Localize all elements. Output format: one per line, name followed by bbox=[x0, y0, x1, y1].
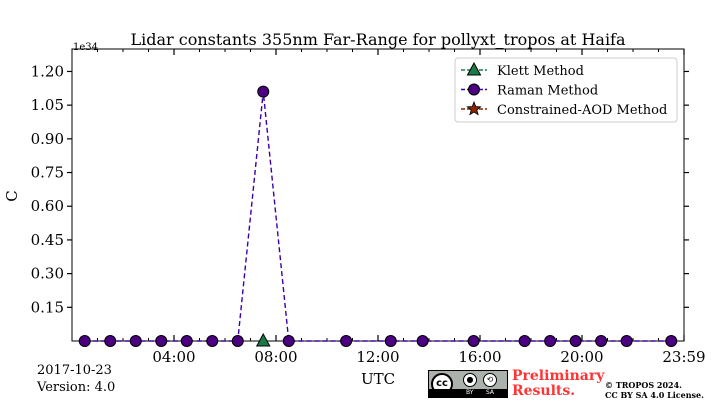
y-tick-label: 0.90 bbox=[31, 130, 64, 148]
raman-data-point bbox=[665, 335, 678, 347]
legend-triangle-marker bbox=[466, 61, 482, 76]
raman-data-point bbox=[416, 335, 429, 347]
raman-data-point bbox=[282, 335, 295, 347]
legend-label: Constrained-AOD Method bbox=[497, 103, 667, 118]
x-tick-label: 20:00 bbox=[560, 348, 603, 366]
cc-badge-bottom-bar bbox=[429, 389, 507, 397]
raman-data-point bbox=[257, 85, 270, 98]
raman-data-point bbox=[231, 335, 244, 347]
cc-by-label: BY bbox=[466, 389, 474, 396]
raman-data-point bbox=[104, 335, 117, 347]
y-axis-label: C bbox=[3, 190, 21, 201]
raman-data-point bbox=[180, 335, 193, 347]
copyright-line-2: CC BY SA 4.0 License. bbox=[605, 390, 704, 400]
raman-data-point bbox=[78, 335, 91, 347]
preliminary-line-2: Results. bbox=[512, 383, 576, 399]
y-tick-label: 1.05 bbox=[31, 96, 64, 114]
y-tick-label: 0.15 bbox=[31, 298, 64, 316]
legend-label: Klett Method bbox=[497, 64, 584, 79]
cc-sa-label: SA bbox=[486, 389, 495, 396]
copyright-line-1: © TROPOS 2024. bbox=[605, 380, 682, 390]
data-series bbox=[78, 85, 678, 347]
legend-star-marker bbox=[466, 100, 482, 116]
raman-data-point bbox=[595, 335, 608, 347]
raman-data-point bbox=[384, 335, 397, 347]
y-tick-label: 0.75 bbox=[31, 164, 64, 182]
x-tick-label: 16:00 bbox=[458, 348, 501, 366]
x-tick-label: 23:59 bbox=[662, 348, 705, 366]
x-tick-label: 12:00 bbox=[356, 348, 399, 366]
footer-version: Version: 4.0 bbox=[37, 380, 116, 395]
preliminary-results-notice: Preliminary Results. bbox=[512, 369, 604, 399]
y-tick-label: 0.30 bbox=[31, 265, 64, 283]
preliminary-line-1: Preliminary bbox=[512, 368, 605, 384]
raman-data-point bbox=[206, 335, 219, 347]
legend-label: Raman Method bbox=[497, 84, 598, 99]
raman-data-point bbox=[544, 335, 557, 347]
raman-data-point bbox=[467, 335, 480, 347]
raman-data-point bbox=[340, 335, 353, 347]
axis-ticks: 04:00 08:00 12:00 16:00 20:00 23:59 0.15 0.30 0.… bbox=[31, 49, 706, 366]
cc-share-alike-icon: ⟲ bbox=[483, 373, 497, 387]
legend: Klett Method Raman Method Constrained-AOD … bbox=[454, 57, 678, 123]
cc-license-badge: cc ● ⟲ BY SA bbox=[428, 370, 508, 398]
chart-title: Lidar constants 355nm Far-Range for poll… bbox=[130, 30, 625, 49]
footer-date: 2017-10-23 bbox=[37, 363, 112, 378]
raman-series-line bbox=[84, 91, 672, 342]
x-tick-label: 04:00 bbox=[152, 348, 195, 366]
y-scale-exponent: 1e34 bbox=[73, 42, 98, 53]
copyright-notice: © TROPOS 2024. CC BY SA 4.0 License. bbox=[605, 380, 704, 400]
klett-data-point bbox=[255, 332, 271, 347]
x-tick-label: 08:00 bbox=[254, 348, 297, 366]
raman-data-point bbox=[129, 335, 142, 347]
legend-frame bbox=[454, 57, 678, 123]
y-tick-label: 0.45 bbox=[31, 231, 64, 249]
y-tick-label: 1.20 bbox=[31, 62, 64, 80]
raman-data-point bbox=[518, 335, 531, 347]
x-axis-label: UTC bbox=[361, 370, 395, 388]
raman-data-point bbox=[569, 335, 582, 347]
raman-data-point bbox=[155, 335, 168, 347]
y-tick-label: 0.60 bbox=[31, 197, 64, 215]
legend-circle-marker bbox=[468, 83, 480, 96]
raman-data-point bbox=[620, 335, 633, 347]
cc-by-person-icon: ● bbox=[463, 373, 477, 387]
